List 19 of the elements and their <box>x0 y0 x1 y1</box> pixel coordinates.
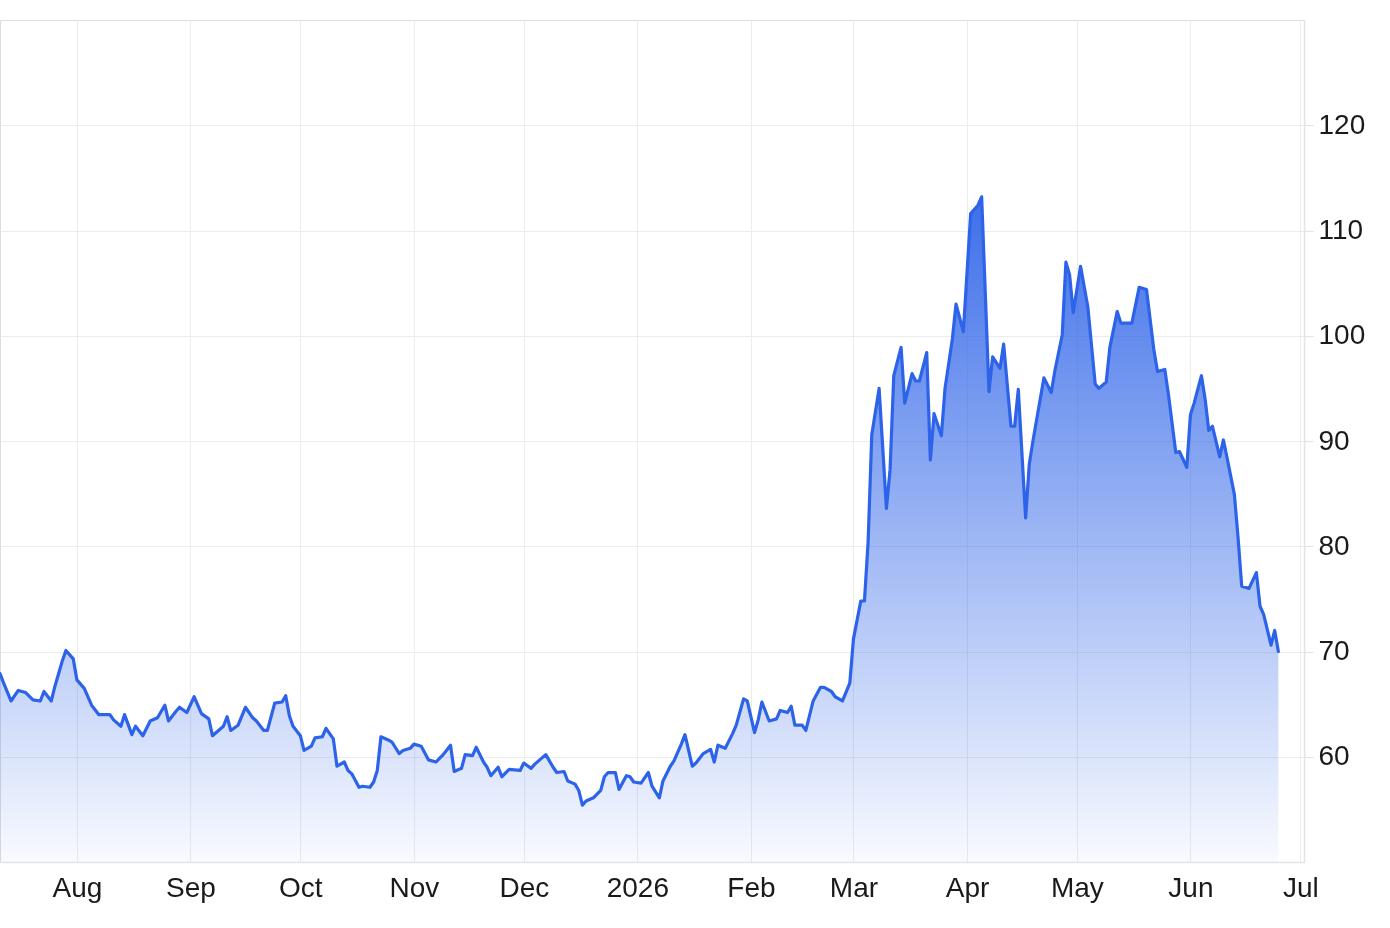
x-tick-label: Oct <box>279 871 323 903</box>
x-tick-label: Sep <box>166 871 216 903</box>
x-tick-label: Feb <box>727 871 776 903</box>
y-tick-label: 70 <box>1318 635 1350 666</box>
x-tick-label: Apr <box>945 871 990 903</box>
x-tick-label: Jul <box>1282 871 1319 903</box>
x-tick-label: May <box>1050 871 1104 903</box>
x-tick-label: Nov <box>389 871 440 903</box>
x-tick-label: Aug <box>52 871 103 903</box>
x-tick-label: Dec <box>499 871 550 903</box>
y-tick-label: 120 <box>1318 108 1366 140</box>
y-tick-label: 110 <box>1318 214 1364 245</box>
x-tick-label: Jun <box>1168 871 1214 903</box>
x-tick-label: 2026 <box>606 871 669 903</box>
y-tick-label: 60 <box>1318 740 1350 772</box>
y-tick-label: 90 <box>1318 424 1350 456</box>
y-tick-label: 100 <box>1318 319 1366 351</box>
y-tick-label: 80 <box>1318 529 1350 561</box>
x-tick-label: Mar <box>829 871 879 903</box>
